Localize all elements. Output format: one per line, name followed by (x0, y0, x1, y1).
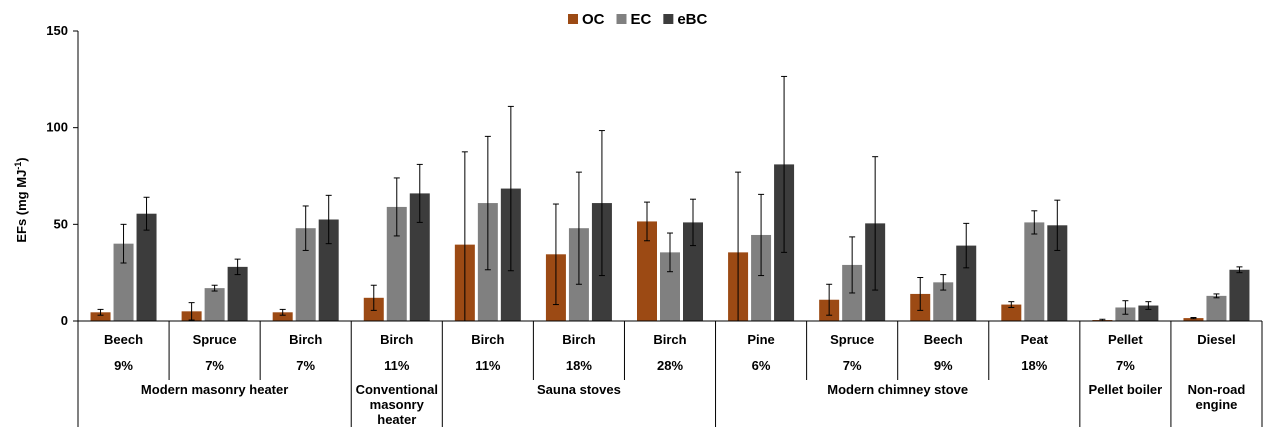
category-percent-label: 7% (1116, 358, 1135, 373)
bar-oc (1183, 318, 1204, 321)
bar-oc (90, 312, 111, 321)
category-fuel-label: Diesel (1197, 332, 1235, 347)
category-percent-label: 7% (296, 358, 315, 373)
bar-ebc (318, 219, 339, 321)
category-fuel-label: Beech (104, 332, 143, 347)
category-fuel-label: Pine (747, 332, 774, 347)
group-label: heater (377, 412, 416, 427)
category-fuel-label: Spruce (830, 332, 874, 347)
legend-swatch-ec (616, 14, 627, 24)
bar-ebc (1138, 305, 1159, 321)
category-percent-label: 7% (205, 358, 224, 373)
y-axis-title: EFs (mg MJ-1) (13, 157, 29, 242)
bar-ec (386, 206, 407, 321)
bar-ec (751, 234, 772, 321)
group-label: Conventional (356, 382, 438, 397)
bar-ec (660, 252, 680, 321)
group-label: masonry (370, 397, 425, 412)
legend-label-ec: EC (631, 11, 652, 28)
legend-swatch-oc (568, 14, 578, 24)
bar-ebc (683, 222, 703, 321)
group-label: Sauna stoves (537, 382, 621, 397)
group-label: Modern masonry heater (141, 382, 288, 397)
group-label: Pellet boiler (1089, 382, 1163, 397)
category-fuel-label: Birch (380, 332, 413, 347)
legend-label-oc: OC (582, 11, 605, 28)
bar-oc (272, 312, 293, 321)
bar-ec (204, 288, 225, 321)
group-label: Non-road (1188, 382, 1246, 397)
bar-ec (933, 282, 954, 321)
bars (90, 75, 1250, 322)
bar-oc (637, 221, 657, 321)
category-percent-label: 11% (475, 358, 501, 373)
category-percent-label: 6% (752, 358, 771, 373)
bar-ec (295, 228, 316, 321)
bar-ebc (136, 213, 157, 321)
bar-ec (1206, 295, 1227, 321)
category-percent-label: 7% (843, 358, 862, 373)
legend-label-ebc: eBC (677, 11, 707, 28)
category-fuel-label: Birch (562, 332, 595, 347)
category-percent-label: 9% (114, 358, 133, 373)
category-percent-label: 18% (1021, 358, 1047, 373)
x-axis: Beech 9% Spruce 7% Birch 7% Birch 11% Birch 11% Bi… (77, 320, 1263, 427)
y-axis: 0 50 100 150 (46, 23, 79, 427)
bar-ec (113, 243, 134, 321)
group-label: engine (1196, 397, 1238, 412)
category-percent-label: 28% (657, 358, 683, 373)
y-tick-label: 0 (61, 313, 68, 328)
category-fuel-label: Spruce (193, 332, 237, 347)
bar-ebc (956, 245, 977, 321)
bar-oc (1001, 304, 1022, 321)
y-tick-label: 50 (54, 216, 68, 231)
category-fuel-label: Beech (924, 332, 963, 347)
bar-ec (1024, 222, 1045, 321)
legend-swatch-ebc (663, 14, 674, 24)
legend: OC EC eBC (568, 11, 708, 28)
category-fuel-label: Pellet (1108, 332, 1143, 347)
group-label: Modern chimney stove (827, 382, 968, 397)
bar-ebc (1047, 225, 1068, 321)
category-percent-label: 11% (384, 358, 410, 373)
category-percent-label: 18% (566, 358, 592, 373)
category-fuel-label: Birch (289, 332, 322, 347)
category-percent-label: 9% (934, 358, 953, 373)
bar-ebc (227, 266, 248, 321)
category-fuel-label: Birch (471, 332, 504, 347)
y-axis-title-superscript: -1 (13, 162, 23, 170)
y-tick-label: 150 (46, 23, 68, 38)
y-tick-label: 100 (46, 120, 68, 135)
bar-ebc (409, 193, 430, 321)
category-fuel-label: Birch (653, 332, 686, 347)
category-fuel-label: Peat (1021, 332, 1049, 347)
bar-ebc (1229, 269, 1250, 321)
